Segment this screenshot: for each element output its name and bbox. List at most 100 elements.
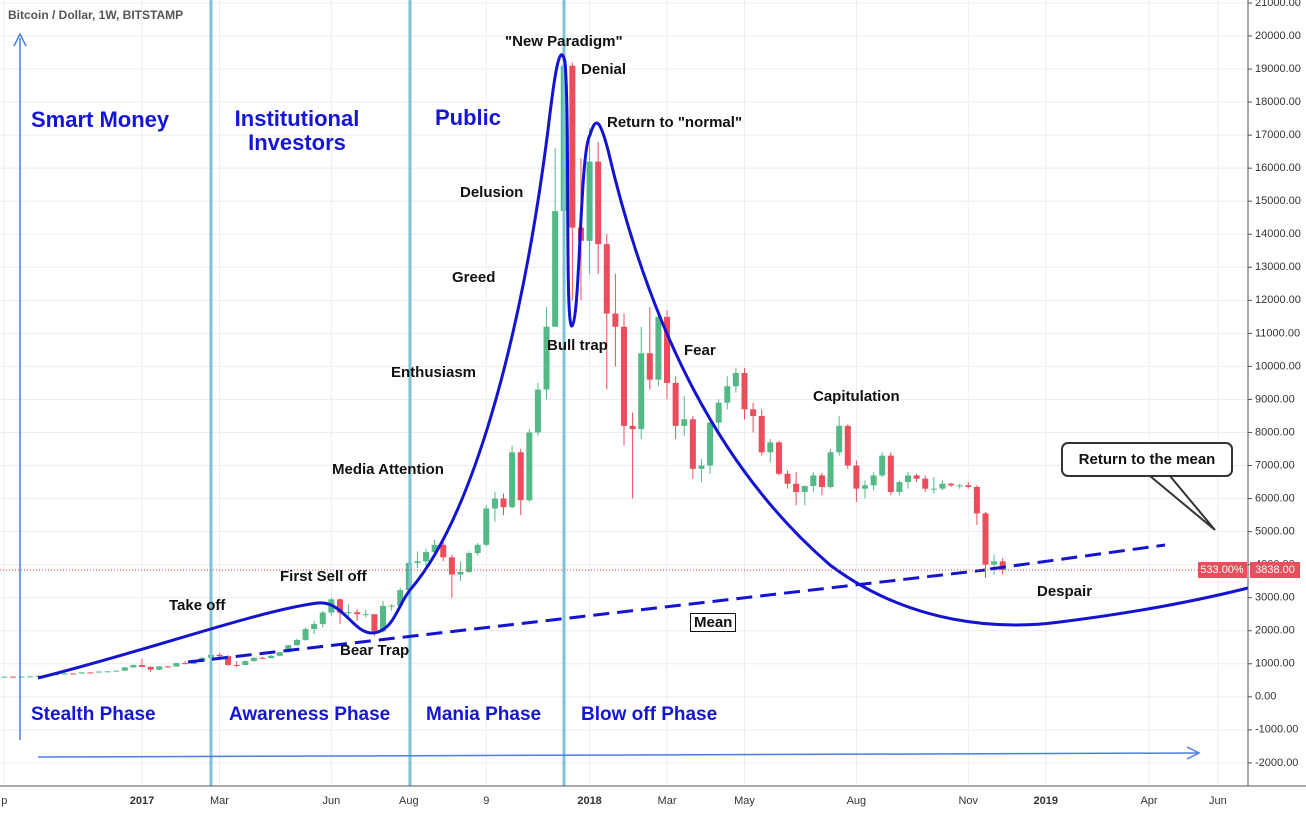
change-label-bg bbox=[1198, 561, 1247, 578]
candle-body bbox=[595, 161, 602, 245]
candle-body bbox=[371, 614, 378, 632]
candle-body bbox=[78, 672, 85, 674]
candle-body bbox=[164, 666, 171, 668]
candle-body bbox=[182, 663, 189, 665]
candle-body bbox=[345, 612, 352, 614]
annotation: Delusion bbox=[460, 184, 524, 201]
change-label: 533.00% bbox=[1200, 564, 1244, 576]
candle-body bbox=[431, 544, 438, 553]
candle-body bbox=[448, 557, 455, 575]
y-tick-label: 14000.00 bbox=[1255, 228, 1301, 240]
x-tick-label: 2018 bbox=[577, 795, 601, 807]
x-tick-label: Mar bbox=[210, 795, 229, 807]
candle-body bbox=[956, 485, 963, 487]
candle-body bbox=[500, 498, 507, 508]
candle-body bbox=[732, 373, 739, 387]
chart-title: Bitcoin / Dollar, 1W, BITSTAMP bbox=[8, 8, 183, 22]
candle-body bbox=[285, 645, 292, 653]
candle-body bbox=[225, 656, 232, 665]
candle-body bbox=[861, 485, 868, 489]
candle-body bbox=[302, 629, 309, 640]
candle-body bbox=[457, 571, 464, 575]
x-tick-label: May bbox=[734, 795, 755, 807]
candle-body bbox=[139, 665, 146, 667]
x-tick-label: Aug bbox=[399, 795, 419, 807]
candle-body bbox=[664, 316, 671, 383]
annotation: Media Attention bbox=[332, 461, 444, 478]
candle-body bbox=[311, 624, 318, 630]
candle-body bbox=[18, 676, 25, 678]
y-tick-label: 17000.00 bbox=[1255, 129, 1301, 141]
candle-body bbox=[483, 508, 490, 545]
y-tick-label: 5000.00 bbox=[1255, 526, 1295, 538]
candle-body bbox=[724, 386, 731, 403]
candle-body bbox=[999, 561, 1006, 570]
candle-body bbox=[741, 373, 748, 410]
candle-body bbox=[586, 161, 593, 241]
candle-body bbox=[380, 605, 387, 632]
candle-body bbox=[319, 612, 326, 625]
candle-body bbox=[707, 422, 714, 466]
candle-body bbox=[646, 353, 653, 380]
candle-body bbox=[268, 655, 275, 659]
x-tick-label: Jun bbox=[1209, 795, 1227, 807]
candle-body bbox=[801, 486, 808, 492]
x-tick-label: Nov bbox=[958, 795, 978, 807]
candle-body bbox=[715, 402, 722, 423]
candle-body bbox=[784, 473, 791, 484]
annotation: Mania Phase bbox=[426, 704, 542, 725]
x-tick-label: 2017 bbox=[130, 795, 154, 807]
annotation: Bear Trap bbox=[340, 642, 410, 659]
candle-body bbox=[887, 455, 894, 492]
candle-body bbox=[534, 389, 541, 433]
annotation: Institutional Investors bbox=[234, 106, 360, 155]
candle-body bbox=[336, 599, 343, 613]
annotation: Public bbox=[435, 105, 502, 130]
candle-body bbox=[758, 415, 765, 453]
candle-body bbox=[156, 666, 163, 670]
candle-body bbox=[95, 671, 102, 673]
candle-body bbox=[397, 590, 404, 606]
candle-body bbox=[905, 475, 912, 483]
candle-body bbox=[35, 675, 42, 677]
candle-body bbox=[844, 425, 851, 466]
candle-body bbox=[775, 442, 782, 474]
candle-body bbox=[121, 667, 128, 671]
candle-body bbox=[190, 661, 197, 664]
candle-body bbox=[629, 425, 636, 430]
sentiment-curve bbox=[37, 53, 1249, 680]
candle-body bbox=[948, 483, 955, 486]
candles bbox=[1, 62, 1006, 678]
x-tick-label: 9 bbox=[483, 795, 489, 807]
candle-body bbox=[362, 614, 369, 616]
candle-body bbox=[767, 442, 774, 453]
candle-body bbox=[466, 553, 473, 572]
candle-body bbox=[836, 425, 843, 453]
y-tick-label: 9000.00 bbox=[1255, 393, 1295, 405]
candle-body bbox=[354, 612, 361, 615]
annotation: Smart Money bbox=[31, 107, 170, 132]
candle-body bbox=[276, 652, 283, 656]
candle-body bbox=[104, 671, 111, 673]
x-tick-label: Aug bbox=[847, 795, 867, 807]
y-tick-label: 7000.00 bbox=[1255, 459, 1295, 471]
candle-body bbox=[672, 382, 679, 426]
y-tick-label: 11000.00 bbox=[1255, 327, 1300, 339]
candle-body bbox=[552, 211, 559, 327]
annotation: Enthusiasm bbox=[391, 364, 477, 381]
candle-body bbox=[965, 485, 972, 487]
candle-body bbox=[440, 544, 447, 558]
candle-body bbox=[870, 475, 877, 486]
x-tick-label: Apr bbox=[1140, 795, 1157, 807]
candle-body bbox=[698, 465, 705, 469]
price-label-bg bbox=[1250, 561, 1300, 578]
annotation: Fear bbox=[684, 342, 716, 359]
candle-body bbox=[242, 661, 249, 666]
candle-body bbox=[827, 452, 834, 487]
candle-body bbox=[853, 465, 860, 489]
candle-body bbox=[681, 419, 688, 426]
y-tick-label: 2000.00 bbox=[1255, 625, 1295, 637]
arrow-head bbox=[1186, 746, 1201, 760]
